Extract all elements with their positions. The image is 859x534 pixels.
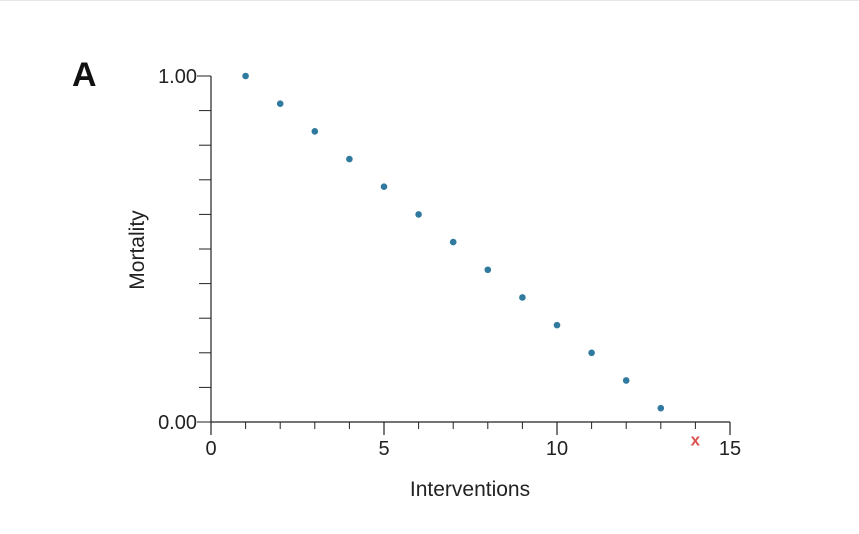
data-point [276,100,284,107]
x-axis-title: Interventions [410,478,530,501]
data-point [588,349,595,357]
x-tick-label: 15 [719,438,741,460]
x-tick-label: 5 [378,438,389,460]
data-point [553,321,561,329]
x-marker: x [691,430,701,449]
x-tick-label: 0 [205,438,216,460]
data-point [380,183,388,191]
data-point [657,404,665,412]
y-axis-title: Mortality [126,210,149,290]
y-tick-label: 0.00 [158,412,197,434]
top-border [0,0,859,1]
data-point [519,294,526,301]
data-points: x [242,72,701,449]
data-point [622,377,630,384]
data-point [242,72,249,80]
data-point [346,155,353,163]
x-tick-label: 10 [546,438,568,460]
panel-label: A [72,56,97,94]
data-point [449,238,457,246]
data-point [415,211,422,218]
axes: 0 5 10 15 0.00 1.00 [158,66,741,460]
data-point [484,266,492,274]
data-point [311,128,319,135]
y-tick-label: 1.00 [158,66,197,88]
